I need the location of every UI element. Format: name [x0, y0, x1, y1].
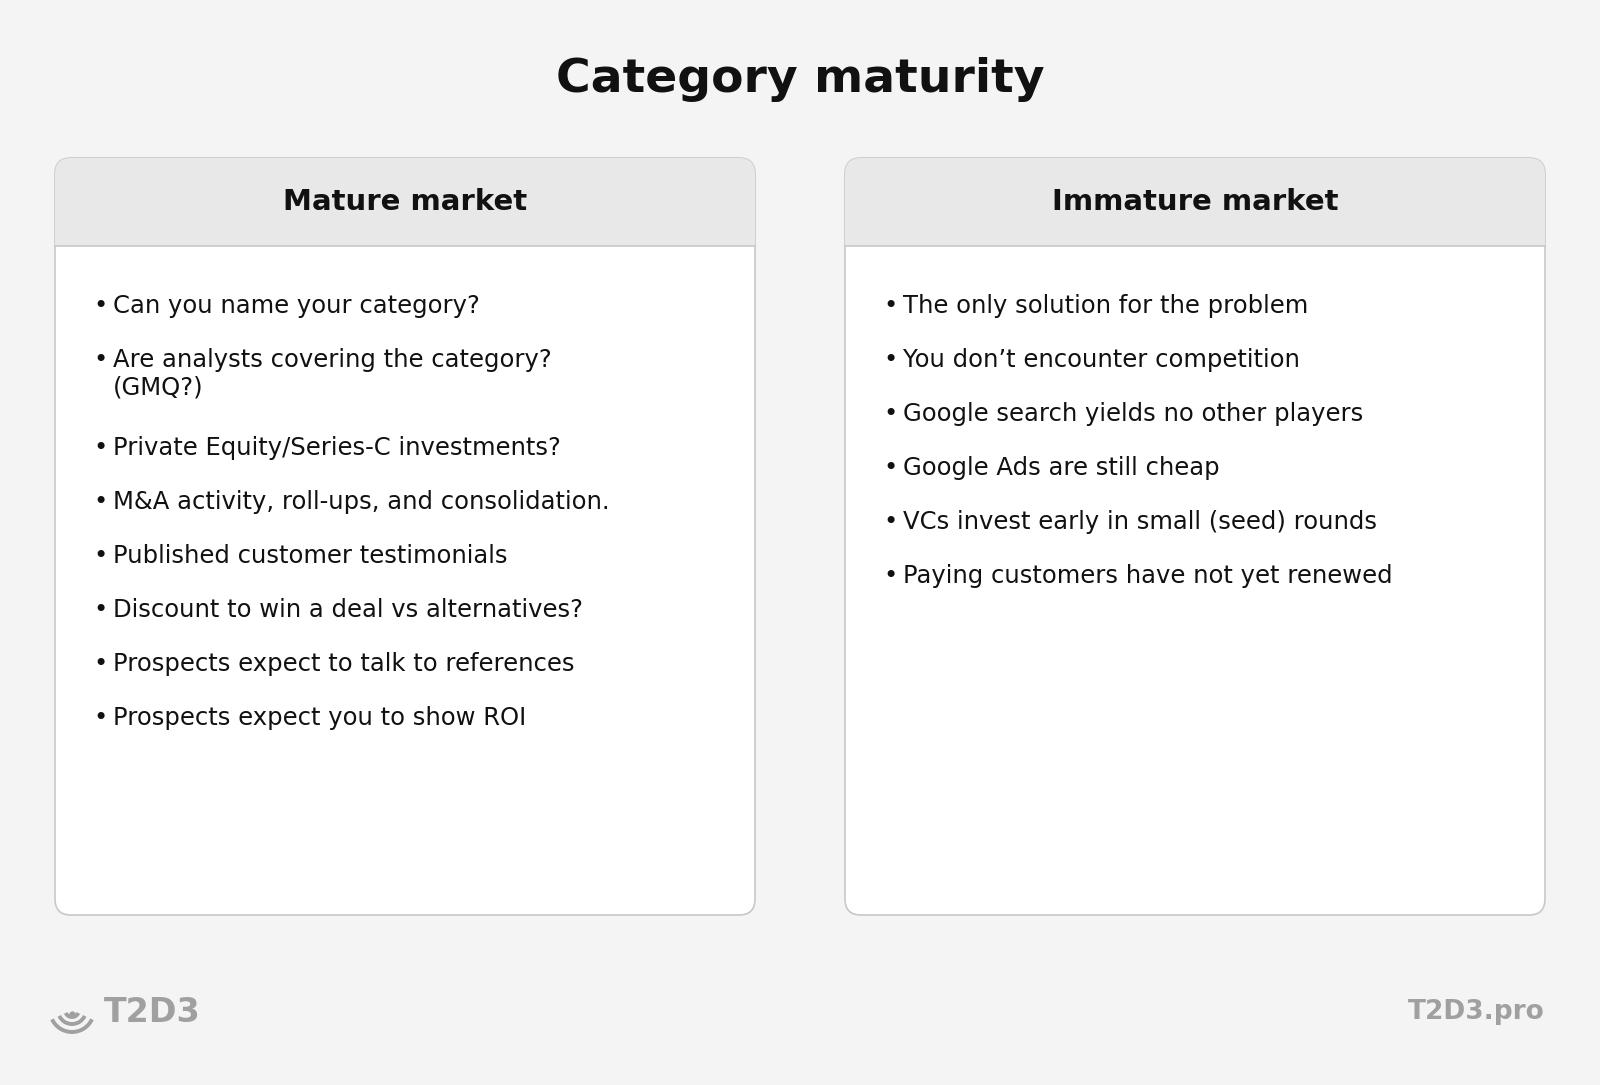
Text: T2D3: T2D3 [104, 996, 200, 1029]
Text: •: • [883, 348, 898, 372]
Text: Can you name your category?: Can you name your category? [114, 294, 480, 318]
Text: Immature market: Immature market [1051, 188, 1338, 216]
Bar [845, 202, 1546, 246]
FancyBboxPatch shape [845, 158, 1546, 246]
Text: •: • [93, 348, 107, 372]
Text: Paying customers have not yet renewed: Paying customers have not yet renewed [902, 564, 1392, 588]
Text: You don’t encounter competition: You don’t encounter competition [902, 348, 1299, 372]
Text: Published customer testimonials: Published customer testimonials [114, 544, 507, 569]
Text: •: • [93, 436, 107, 460]
Text: VCs invest early in small (seed) rounds: VCs invest early in small (seed) rounds [902, 510, 1378, 534]
Text: M&A activity, roll-ups, and consolidation.: M&A activity, roll-ups, and consolidatio… [114, 490, 610, 514]
Text: The only solution for the problem: The only solution for the problem [902, 294, 1309, 318]
Text: •: • [883, 564, 898, 588]
Text: Prospects expect to talk to references: Prospects expect to talk to references [114, 652, 574, 676]
Text: Are analysts covering the category?: Are analysts covering the category? [114, 348, 552, 372]
Text: •: • [883, 403, 898, 426]
Text: •: • [93, 598, 107, 622]
Text: •: • [883, 294, 898, 318]
Text: Google search yields no other players: Google search yields no other players [902, 403, 1363, 426]
Text: •: • [93, 294, 107, 318]
Bar [54, 202, 755, 246]
Text: Mature market: Mature market [283, 188, 526, 216]
Text: •: • [883, 456, 898, 480]
Text: Prospects expect you to show ROI: Prospects expect you to show ROI [114, 706, 526, 730]
Text: •: • [93, 652, 107, 676]
Text: Private Equity/Series-C investments?: Private Equity/Series-C investments? [114, 436, 562, 460]
Text: (GMQ?): (GMQ?) [114, 376, 203, 400]
FancyBboxPatch shape [54, 158, 755, 246]
Text: Discount to win a deal vs alternatives?: Discount to win a deal vs alternatives? [114, 598, 582, 622]
Text: Google Ads are still cheap: Google Ads are still cheap [902, 456, 1219, 480]
FancyBboxPatch shape [845, 158, 1546, 915]
Text: T2D3.pro: T2D3.pro [1408, 999, 1546, 1025]
Text: •: • [93, 490, 107, 514]
Text: •: • [93, 544, 107, 569]
Text: Category maturity: Category maturity [555, 58, 1045, 102]
Text: •: • [883, 510, 898, 534]
Text: •: • [93, 706, 107, 730]
FancyBboxPatch shape [54, 158, 755, 915]
